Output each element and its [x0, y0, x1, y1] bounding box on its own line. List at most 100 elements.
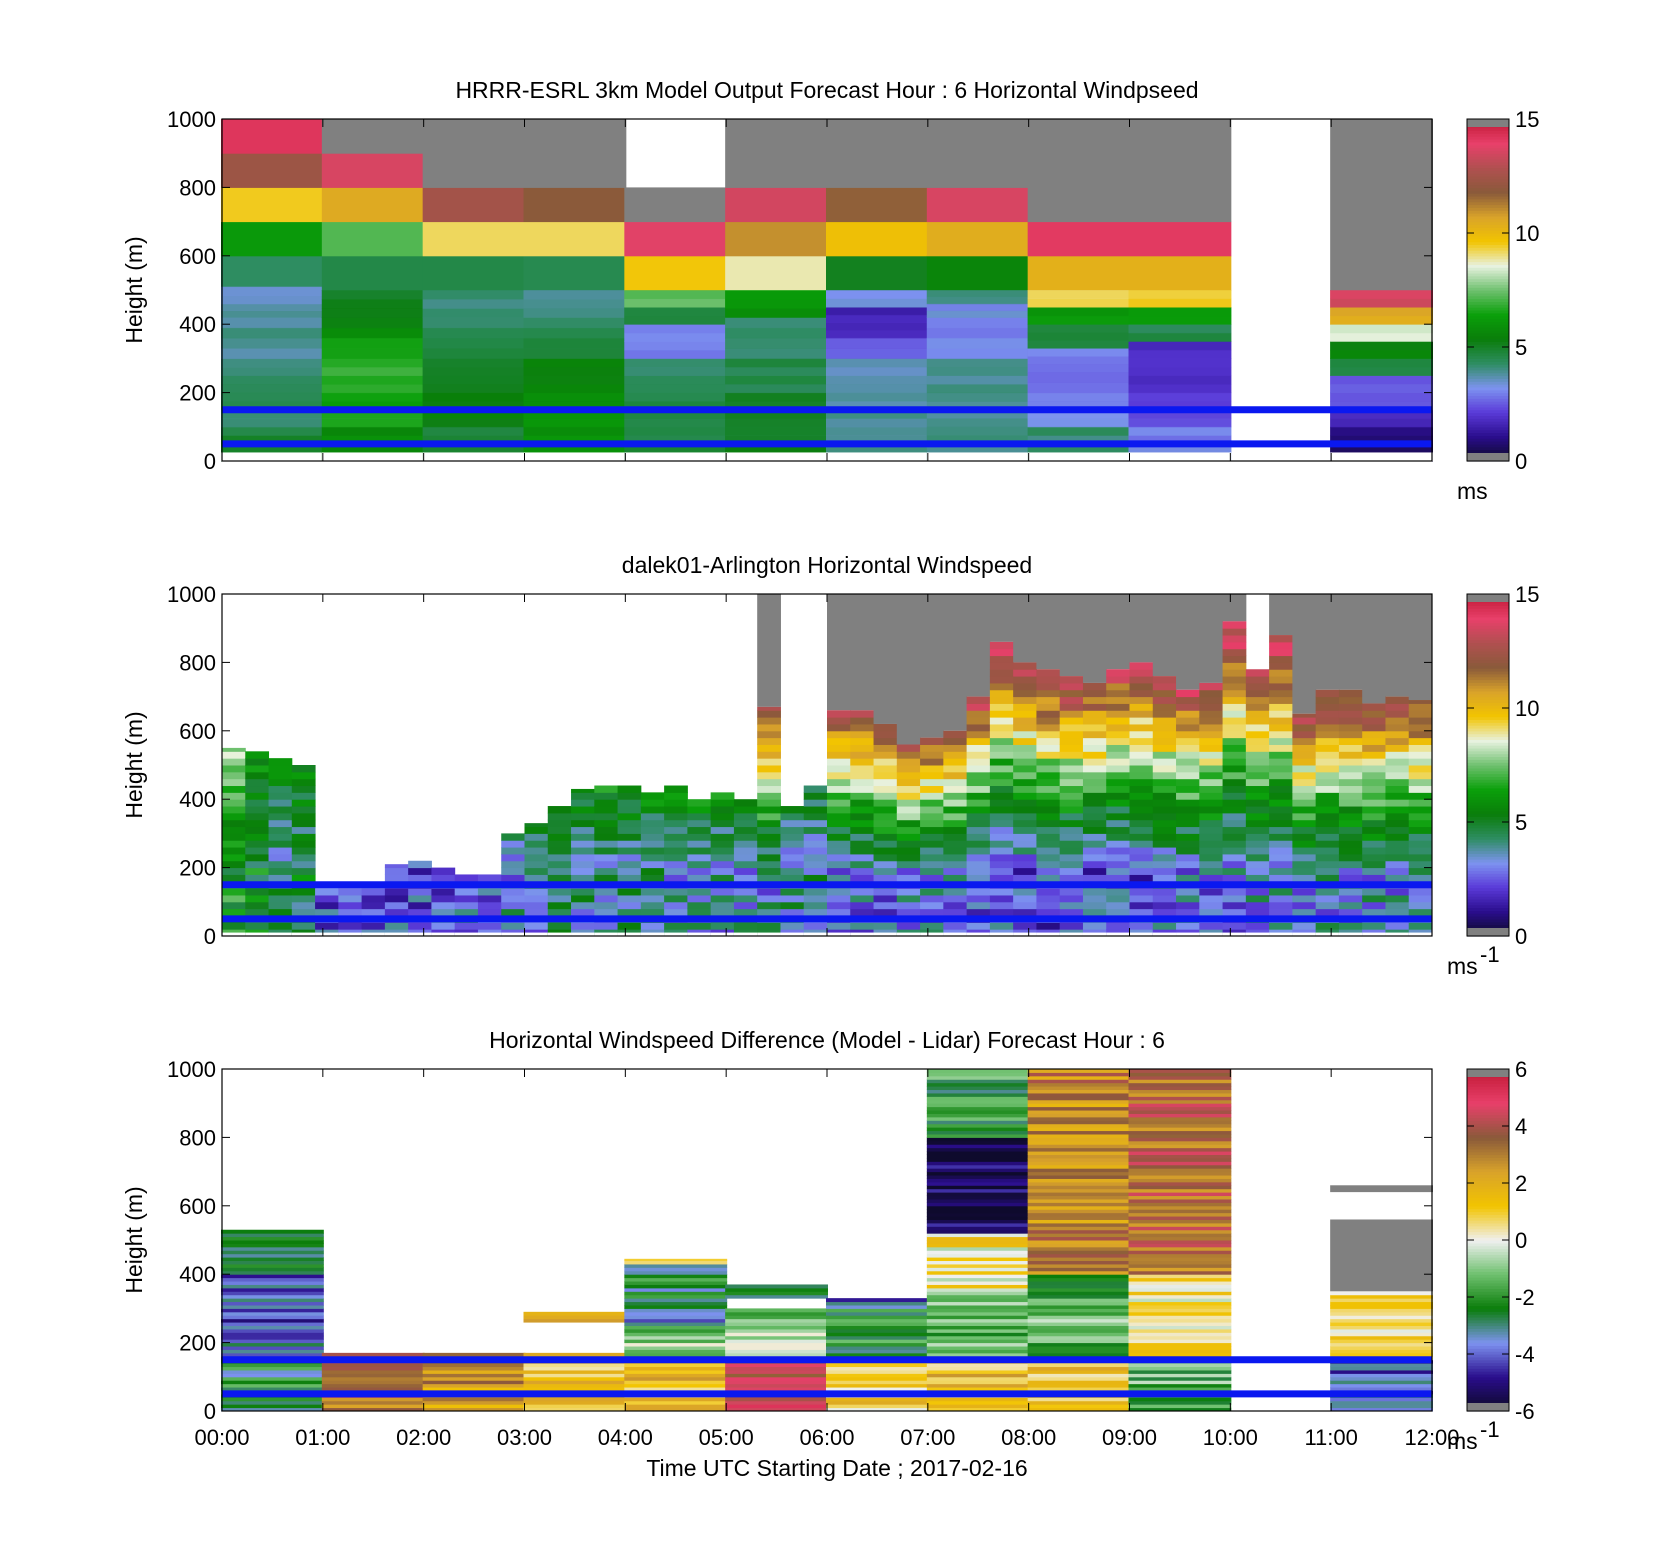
- colorbar-swatch: [1467, 1322, 1509, 1327]
- heatmap-cell: [926, 1400, 1030, 1405]
- heatmap-cell: [780, 860, 805, 869]
- heatmap-cell: [1245, 723, 1270, 732]
- heatmap-cell: [1269, 703, 1293, 711]
- heatmap-cell: [1292, 894, 1317, 903]
- colorbar-swatch: [1467, 258, 1509, 263]
- heatmap-cell: [733, 853, 758, 862]
- heatmap-cell: [966, 758, 991, 766]
- heatmap-cell: [1059, 840, 1084, 848]
- heatmap-cell: [408, 874, 432, 882]
- heatmap-cell: [1338, 901, 1363, 910]
- colorbar-swatch: [1467, 901, 1509, 906]
- heatmap-cell: [617, 922, 642, 930]
- heatmap-cell: [1082, 799, 1107, 807]
- colorbar-swatch: [1467, 1128, 1509, 1133]
- heatmap-cell: [725, 1308, 828, 1313]
- heatmap-cell: [896, 758, 921, 766]
- heatmap-cell: [1128, 1137, 1232, 1142]
- heatmap-cell: [725, 426, 828, 436]
- colorbar-swatch: [1467, 1265, 1509, 1270]
- heatmap-cell: [315, 901, 339, 910]
- heatmap-cell: [1222, 703, 1247, 711]
- heatmap-cell: [989, 703, 1014, 711]
- heatmap-cell: [245, 847, 270, 855]
- colorbar-swatch: [1467, 441, 1509, 445]
- heatmap-cell: [826, 119, 929, 188]
- heatmap-cell: [1106, 710, 1130, 718]
- heatmap-cell: [1027, 1257, 1131, 1262]
- heatmap-cell: [221, 286, 324, 296]
- heatmap-cell: [1408, 922, 1433, 930]
- heatmap-ground-gap: [245, 932, 270, 936]
- heatmap-cell: [926, 1075, 1030, 1080]
- heatmap-cell: [1176, 778, 1200, 787]
- heatmap-cell: [966, 744, 991, 752]
- heatmap-cell: [617, 840, 642, 848]
- heatmap-cell: [221, 1277, 324, 1282]
- panel-title: HRRR-ESRL 3km Model Output Forecast Hour…: [455, 77, 1198, 103]
- colorbar-swatch: [1467, 1251, 1509, 1255]
- heatmap-cell: [617, 888, 642, 896]
- heatmap-cell: [989, 888, 1014, 896]
- heatmap-cell: [1106, 922, 1130, 930]
- heatmap-cell: [926, 1376, 1030, 1381]
- heatmap-cell: [221, 1260, 324, 1265]
- heatmap-cell: [850, 765, 875, 773]
- colorbar-swatch: [1467, 295, 1509, 300]
- colorbar-swatch: [1467, 916, 1509, 920]
- heatmap-cell: [361, 922, 386, 930]
- colorbar-swatch: [1467, 733, 1509, 738]
- heatmap-cell: [422, 443, 526, 453]
- heatmap-cell: [422, 299, 526, 309]
- heatmap-cell: [687, 874, 712, 882]
- heatmap-cell: [1027, 1376, 1131, 1381]
- heatmap-cell: [617, 847, 642, 855]
- heatmap-cell: [1152, 908, 1177, 916]
- heatmap-cell: [594, 894, 619, 903]
- heatmap-cell: [966, 703, 991, 711]
- colorbar-swatch: [1467, 890, 1509, 894]
- colorbar-swatch: [1467, 1208, 1509, 1213]
- colorbar-swatch: [1467, 639, 1509, 644]
- heatmap-cell: [1152, 874, 1177, 882]
- heatmap-cell: [221, 1352, 324, 1357]
- heatmap-ground-gap: [803, 932, 828, 936]
- heatmap-cell: [594, 819, 619, 828]
- heatmap-cell: [1330, 1325, 1433, 1330]
- heatmap-cell: [1027, 1171, 1131, 1176]
- heatmap-cell: [1082, 888, 1107, 896]
- heatmap-cell: [1292, 812, 1317, 821]
- heatmap-cell: [1199, 737, 1224, 745]
- colorbar-swatch: [1467, 349, 1509, 354]
- heatmap-cell: [291, 901, 316, 910]
- heatmap-cell: [1338, 840, 1363, 848]
- heatmap-cell: [926, 1229, 1030, 1234]
- heatmap-cell: [966, 922, 991, 930]
- heatmap-cell: [757, 833, 781, 841]
- heatmap-cell: [221, 1339, 324, 1344]
- heatmap-missing: [1385, 594, 1410, 697]
- heatmap-cell: [687, 847, 712, 855]
- heatmap-cell: [943, 894, 968, 903]
- heatmap-cell: [1027, 1298, 1131, 1303]
- heatmap-cell: [826, 1328, 929, 1333]
- heatmap-cell: [1245, 799, 1270, 807]
- heatmap-cell: [926, 1397, 1030, 1402]
- heatmap-cell: [1362, 847, 1386, 855]
- heatmap-missing: [1013, 594, 1037, 663]
- heatmap-cell: [664, 819, 688, 828]
- heatmap-cell: [1013, 833, 1037, 841]
- heatmap-cell: [501, 908, 525, 916]
- heatmap-cell: [1269, 778, 1293, 787]
- heatmap-cell: [422, 308, 526, 318]
- heatmap-cell: [1330, 1294, 1433, 1299]
- heatmap-cell: [926, 1257, 1030, 1262]
- heatmap-cell: [920, 799, 944, 807]
- heatmap-cell: [966, 888, 991, 896]
- colorbar-swatch: [1467, 147, 1509, 151]
- heatmap-cell: [1128, 1363, 1232, 1368]
- heatmap-cell: [850, 812, 875, 821]
- heatmap-cell: [1330, 358, 1433, 368]
- heatmap-cell: [1408, 717, 1433, 725]
- heatmap-missing: [943, 594, 968, 731]
